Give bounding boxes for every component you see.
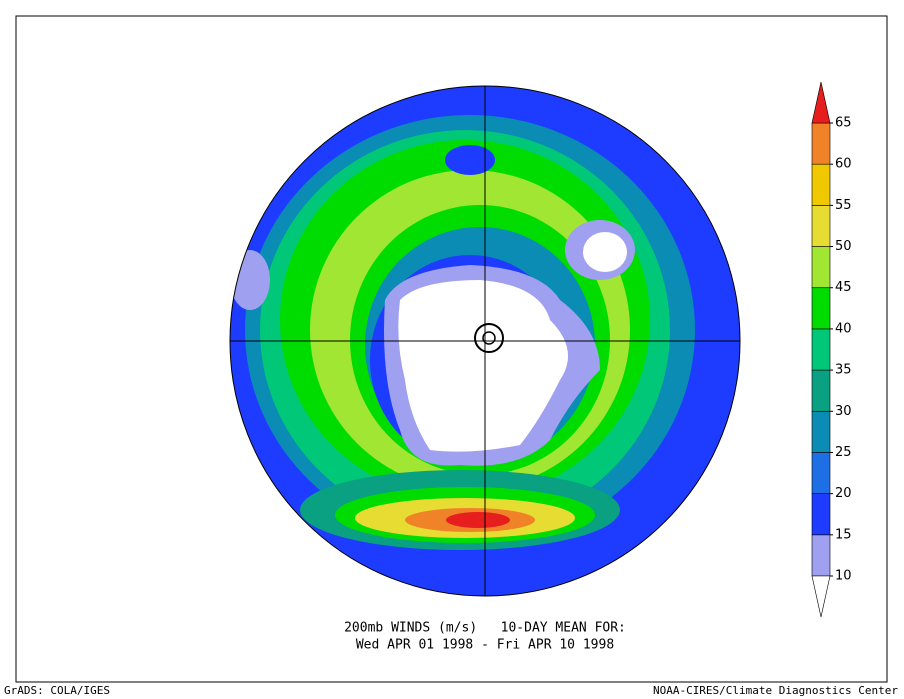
calm-core — [398, 280, 568, 452]
colorbar-over — [811, 81, 831, 124]
caption-line: 200mb WINDS (m/s) 10-DAY MEAN FOR: — [344, 621, 626, 636]
colorbar-label: 55 — [835, 198, 852, 213]
colorbar-segment — [811, 369, 831, 412]
pole-marker — [482, 331, 496, 345]
colorbar: 10 15 20 25 30 35 40 45 50 55 60 65 — [811, 81, 852, 618]
colorbar-segment — [811, 493, 831, 536]
colorbar-segment — [811, 452, 831, 494]
colorbar-label: 30 — [835, 404, 852, 419]
colorbar-segment — [811, 122, 831, 165]
colorbar-segment — [811, 410, 831, 453]
pole-marker — [474, 323, 504, 353]
colorbar-segment — [811, 328, 831, 371]
jet-band — [446, 512, 510, 528]
footer-right: NOAA-CIRES/Climate Diagnostics Center — [653, 684, 898, 697]
colorbar-label: 10 — [835, 569, 852, 584]
colorbar-label: 40 — [835, 321, 852, 336]
colorbar-under — [811, 575, 831, 618]
map-band — [445, 145, 495, 175]
colorbar-label: 35 — [835, 363, 852, 378]
colorbar-label: 45 — [835, 280, 852, 295]
colorbar-label: 15 — [835, 527, 852, 542]
footer-left: GrADS: COLA/IGES — [4, 684, 110, 697]
colorbar-segment — [811, 287, 831, 330]
colorbar-segment — [811, 163, 831, 206]
colorbar-segment — [811, 534, 831, 577]
colorbar-label: 25 — [835, 445, 852, 460]
colorbar-label: 50 — [835, 239, 852, 254]
calm-core — [583, 232, 627, 272]
colorbar-label: 65 — [835, 116, 852, 131]
caption-line: Wed APR 01 1998 - Fri APR 10 1998 — [356, 638, 614, 653]
colorbar-segment — [811, 246, 831, 289]
colorbar-segment — [811, 205, 831, 247]
colorbar-label: 20 — [835, 486, 852, 501]
colorbar-label: 60 — [835, 157, 852, 172]
